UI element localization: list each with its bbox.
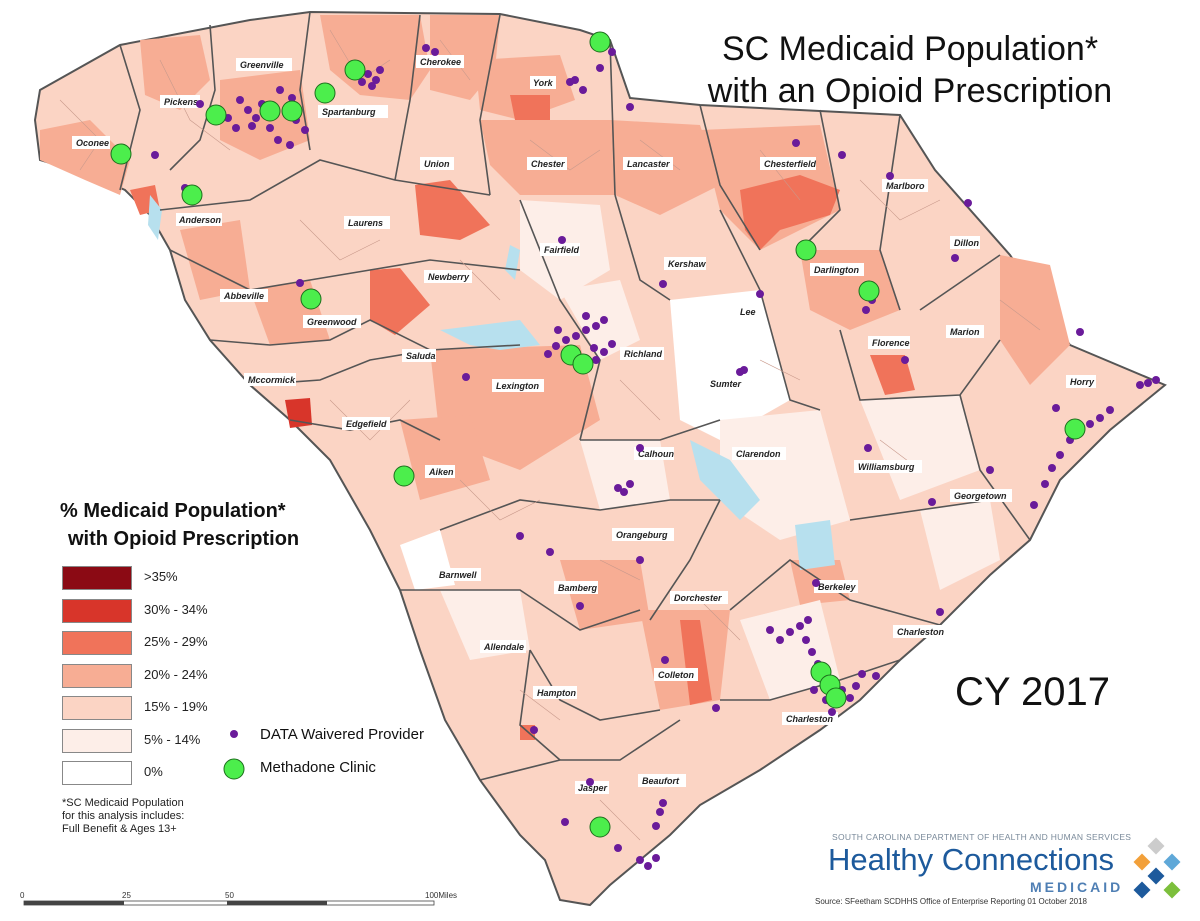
footnote-line2: for this analysis includes: — [62, 810, 185, 822]
map-title: SC Medicaid Population* with an Opioid P… — [660, 28, 1160, 112]
county-label: Lancaster — [627, 159, 670, 169]
county-label: Charleston — [786, 714, 834, 724]
county-label: Spartanburg — [322, 107, 376, 117]
county-label: Georgetown — [954, 491, 1007, 501]
legend-symbol-label: Methadone Clinic — [260, 759, 376, 776]
legend-symbol-label: DATA Waivered Provider — [260, 726, 424, 743]
county-label: Orangeburg — [616, 530, 668, 540]
source-note: Source: SFeetham SCDHHS Office of Enterp… — [815, 897, 1087, 906]
legend-class-label: 30% - 34% — [144, 601, 208, 617]
legend-swatch — [62, 598, 132, 623]
legend-class-label: 25% - 29% — [144, 634, 208, 649]
county-label: Cherokee — [420, 57, 461, 67]
county-label: Marion — [950, 327, 980, 337]
county-label: Williamsburg — [858, 462, 915, 472]
county-label: Kershaw — [668, 259, 707, 269]
county-label: Sumter — [710, 379, 742, 389]
logo-name: Healthy Connections — [828, 842, 1115, 877]
tract-lines — [59, 29, 1041, 841]
purple-dot-icon — [230, 730, 238, 738]
lakes — [148, 195, 835, 570]
county-label: Abbeville — [223, 291, 264, 301]
county-label: Mccormick — [248, 375, 296, 385]
county-label: Florence — [872, 338, 910, 348]
legend-symbol-provider: DATA Waivered Provider — [222, 724, 482, 748]
county-label: Dorchester — [674, 593, 722, 603]
legend-swatch — [62, 696, 132, 720]
green-circle-icon — [223, 758, 245, 780]
county-label: York — [533, 78, 554, 88]
county-label: Richland — [624, 349, 663, 359]
county-label: Newberry — [428, 272, 470, 282]
county-label: Berkeley — [818, 582, 857, 592]
choropleth-regions — [40, 15, 1070, 740]
legend-title-line1: % Medicaid Population* — [60, 500, 286, 522]
county-label: Dillon — [954, 238, 979, 248]
methadone-clinics — [110, 31, 1086, 838]
county-label: Oconee — [76, 138, 109, 148]
county-label: Pickens — [164, 97, 198, 107]
county-label: Barnwell — [439, 570, 477, 580]
county-label: Darlington — [814, 265, 859, 275]
county-label: Clarendon — [736, 449, 781, 459]
county-label: Laurens — [348, 218, 383, 228]
year-label: CY 2017 — [955, 670, 1110, 714]
logo-sub: MEDICAID — [1030, 879, 1124, 895]
scale-label: 0 — [20, 891, 25, 900]
county-label: Horry — [1070, 377, 1095, 387]
scale-label: 25 — [122, 891, 131, 900]
legend-swatch — [62, 663, 132, 688]
legend-class-label: 20% - 24% — [144, 666, 208, 682]
county-label: Calhoun — [638, 449, 674, 459]
legend-title: % Medicaid Population* with Opioid Presc… — [60, 497, 360, 553]
legend-swatch — [62, 631, 132, 655]
footnote-line1: *SC Medicaid Population — [62, 797, 184, 809]
county-label: Chester — [531, 159, 565, 169]
county-label: Anderson — [178, 215, 222, 225]
county-label: Beaufort — [642, 776, 680, 786]
map-title-line1: SC Medicaid Population* — [721, 30, 1099, 68]
county-labels: Greenville Pickens Spartanburg Cherokee … — [72, 55, 1096, 794]
legend-class-label: >35% — [144, 569, 178, 584]
footnote: *SC Medicaid Population for this analysi… — [62, 797, 262, 836]
county-label: Allendale — [483, 642, 524, 652]
county-label: Union — [424, 159, 450, 169]
legend-swatch — [62, 566, 132, 590]
county-label: Hampton — [537, 688, 576, 698]
scale-label: 100Miles — [425, 891, 457, 900]
county-label: Bamberg — [558, 583, 598, 593]
county-label: Edgefield — [346, 419, 387, 429]
map-title-line2: with an Opioid Prescription — [707, 72, 1113, 110]
county-label: Lexington — [496, 381, 539, 391]
logo-department: SOUTH CAROLINA DEPARTMENT OF HEALTH AND … — [832, 832, 1132, 842]
county-label: Saluda — [406, 351, 436, 361]
county-label: Aiken — [428, 467, 454, 477]
county-label: Lee — [740, 307, 756, 317]
county-boundaries — [119, 11, 1031, 781]
legend-symbol-clinic: Methadone Clinic — [222, 757, 482, 781]
scale-bar: 0 25 50 100Miles — [20, 891, 457, 906]
county-label: Fairfield — [544, 245, 580, 255]
scale-label: 50 — [225, 891, 234, 900]
county-label: Charleston — [897, 627, 945, 637]
legend-class-label: 5% - 14% — [144, 731, 201, 747]
footnote-line3: Full Benefit & Ages 13+ — [62, 823, 177, 835]
legend-class-label: 15% - 19% — [144, 699, 208, 714]
county-label: Jasper — [578, 783, 608, 793]
county-label: Chesterfield — [764, 159, 817, 169]
legend-swatch — [62, 728, 132, 753]
county-label: Greenwood — [307, 317, 357, 327]
healthy-connections-logo-icon — [1133, 837, 1181, 899]
legend-title-line2: with Opioid Prescription — [68, 528, 300, 550]
county-label: Greenville — [240, 60, 284, 70]
legend-class-label: 0% — [144, 764, 163, 779]
county-label: Marlboro — [886, 181, 925, 191]
legend-swatch — [62, 761, 132, 785]
county-label: Colleton — [658, 670, 694, 680]
